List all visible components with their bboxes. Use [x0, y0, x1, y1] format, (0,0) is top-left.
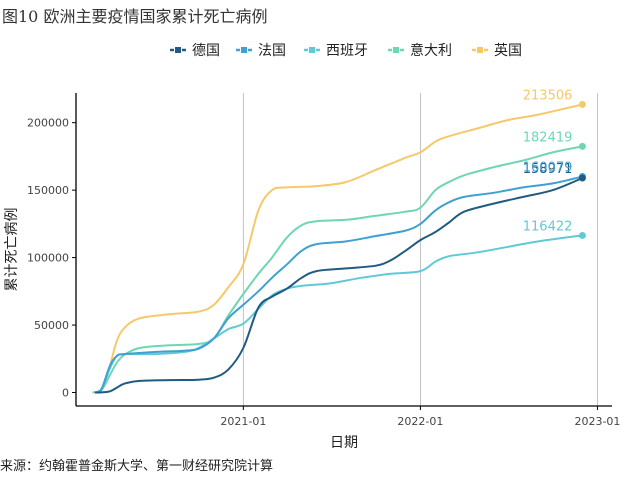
y-tick-label: 50000 — [34, 319, 69, 332]
axes: 0 50000 100000 150000 200000 2021-01 2022-01 20… — [27, 93, 620, 428]
chart-title: 图10 欧洲主要疫情国家累计死亡病例 — [2, 7, 268, 26]
end-value-label: 182419 — [523, 130, 573, 145]
series-end-point — [578, 142, 586, 150]
x-tick-label: 2021-01 — [220, 415, 266, 428]
legend-label: 意大利 — [410, 42, 452, 59]
legend-label: 西班牙 — [326, 43, 368, 59]
series-line-法国 — [94, 175, 583, 394]
end-value-label: 213506 — [523, 88, 573, 103]
y-tick-label: 200000 — [27, 117, 69, 130]
legend: 德国 法国 西班牙 意大利 英国 — [170, 42, 522, 59]
x-tick-label: 2022-01 — [397, 415, 443, 428]
source-note: 来源：约翰霍普金斯大学、第一财经研究院计算 — [0, 459, 274, 474]
legend-key-marker — [392, 46, 400, 54]
grid-lines — [242, 93, 598, 406]
end-value-label: 158971 — [523, 162, 573, 177]
y-axis-title: 累计死亡病例 — [4, 208, 20, 292]
legend-label: 德国 — [192, 43, 220, 59]
end-value-label: 160079 — [523, 161, 573, 176]
series-line-意大利 — [92, 145, 583, 394]
x-axis-title: 日期 — [330, 435, 358, 451]
series-end-point — [578, 231, 586, 239]
y-tick-label: 150000 — [27, 184, 69, 197]
x-tick-label: 2023-01 — [574, 415, 620, 428]
legend-label: 法国 — [258, 43, 286, 59]
legend-key-marker — [476, 46, 484, 54]
series-line-英国 — [94, 103, 583, 394]
y-tick-label: 0 — [62, 387, 69, 400]
end-value-label: 116422 — [523, 219, 573, 234]
series-lines — [92, 100, 586, 394]
legend-key-marker — [308, 46, 316, 54]
series-line-德国 — [94, 177, 583, 394]
y-tick-label: 100000 — [27, 252, 69, 265]
legend-key-marker — [240, 46, 248, 54]
series-end-point — [578, 100, 586, 108]
legend-label: 英国 — [494, 42, 522, 59]
legend-key-marker — [174, 46, 182, 54]
series-end-point — [578, 174, 586, 182]
